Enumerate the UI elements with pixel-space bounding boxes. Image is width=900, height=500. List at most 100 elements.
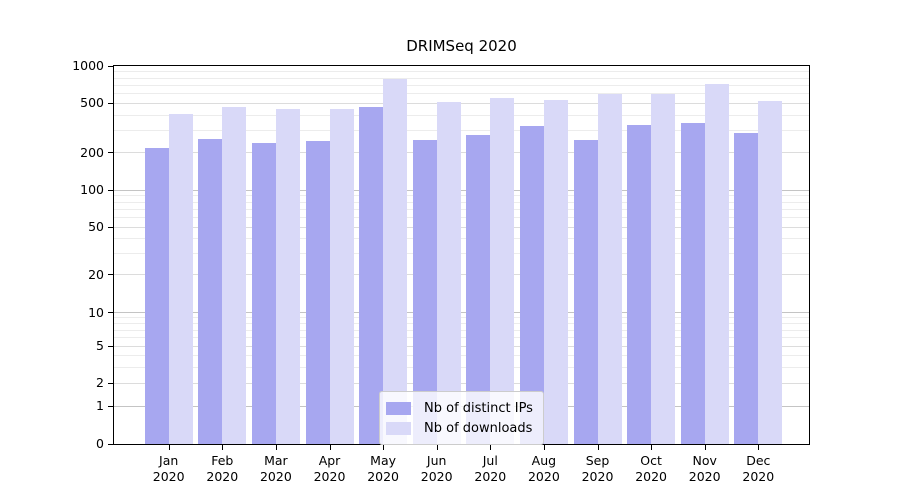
gridline-minor (114, 216, 809, 218)
x-tick-label-dec: Dec 2020 (742, 453, 775, 484)
bar-downloads-apr (329, 109, 354, 444)
gridline-minor (114, 77, 809, 79)
x-tick-label-nov: Nov 2020 (688, 453, 721, 484)
y-tick-label-5: 5 (96, 338, 104, 354)
y-tick-label-100: 100 (80, 182, 104, 198)
x-tick-sep (597, 445, 599, 450)
gridline-major (114, 226, 809, 228)
bar-distinct-ips-oct (627, 125, 652, 444)
gridline-minor (114, 329, 809, 331)
chart-title: DRIMSeq 2020 (406, 37, 517, 55)
gridline-minor (114, 323, 809, 325)
legend: Nb of distinct IPs Nb of downloads (379, 391, 544, 445)
bar-downloads-mar (275, 109, 300, 444)
bar-distinct-ips-may (359, 107, 384, 444)
y-tick-label-2: 2 (96, 375, 104, 391)
bar-distinct-ips-dec (734, 132, 759, 444)
y-tick-label-10: 10 (88, 304, 104, 320)
x-tick-apr (329, 445, 331, 450)
legend-label-downloads: Nb of downloads (424, 420, 533, 436)
bar-downloads-oct (651, 94, 676, 444)
y-tick-0 (108, 443, 113, 445)
x-tick-jul (490, 445, 492, 450)
y-tick-label-20: 20 (88, 266, 104, 282)
x-tick-label-aug: Aug 2020 (527, 453, 560, 484)
x-tick-feb (222, 445, 224, 450)
legend-item-downloads: Nb of downloads (386, 418, 533, 438)
x-tick-label-may: May 2020 (367, 453, 399, 484)
bar-distinct-ips-aug (519, 125, 544, 444)
y-tick-1000 (108, 65, 113, 67)
legend-item-distinct-ips: Nb of distinct IPs (386, 398, 533, 418)
gridline-minor (114, 366, 809, 368)
x-tick-jan (168, 445, 170, 450)
legend-label-distinct-ips: Nb of distinct IPs (424, 400, 533, 416)
y-tick-1 (108, 405, 113, 407)
y-tick-label-50: 50 (88, 219, 104, 235)
y-tick-label-1: 1 (96, 398, 104, 414)
bar-downloads-jan (168, 113, 193, 444)
gridline-minor (114, 253, 809, 255)
gridline-minor (114, 317, 809, 319)
gridline-major (114, 152, 809, 154)
plot-area (113, 65, 810, 445)
y-tick-500 (108, 102, 113, 104)
bar-downloads-may (383, 79, 408, 444)
y-tick-label-200: 200 (80, 144, 104, 160)
y-tick-50 (108, 226, 113, 228)
gridline-major (114, 189, 809, 191)
gridline-minor (114, 354, 809, 356)
y-tick-label-500: 500 (80, 95, 104, 111)
bar-distinct-ips-feb (198, 139, 223, 444)
y-tick-10 (108, 312, 113, 314)
gridline-minor (114, 93, 809, 95)
gridline-minor (114, 130, 809, 132)
bar-distinct-ips-mar (251, 143, 276, 444)
bar-distinct-ips-sep (573, 140, 598, 444)
x-tick-label-jul: Jul 2020 (474, 453, 507, 484)
bar-downloads-dec (758, 101, 783, 444)
bar-distinct-ips-jan (144, 147, 169, 444)
gridline-major (114, 102, 809, 104)
y-tick-100 (108, 189, 113, 191)
y-tick-2 (108, 382, 113, 384)
x-tick-label-jun: Jun 2020 (420, 453, 453, 484)
y-tick-20 (108, 274, 113, 276)
bar-distinct-ips-apr (305, 140, 330, 444)
bar-distinct-ips-nov (680, 122, 705, 444)
gridline-minor (114, 195, 809, 197)
bar-downloads-jun (436, 101, 461, 444)
x-tick-oct (651, 445, 653, 450)
legend-swatch-downloads (386, 421, 411, 435)
x-tick-may (383, 445, 385, 450)
x-tick-aug (543, 445, 545, 450)
gridline-minor (114, 337, 809, 339)
x-tick-label-jan: Jan 2020 (152, 453, 185, 484)
y-tick-5 (108, 345, 113, 347)
bar-downloads-nov (704, 84, 729, 444)
gridline-major (114, 312, 809, 314)
gridline-major (114, 382, 809, 384)
bar-downloads-jul (490, 98, 515, 444)
gridline-major (114, 345, 809, 347)
gridline-minor (114, 201, 809, 203)
x-tick-nov (704, 445, 706, 450)
y-tick-200 (108, 152, 113, 154)
x-tick-dec (758, 445, 760, 450)
y-tick-label-0: 0 (96, 436, 104, 451)
x-tick-jun (436, 445, 438, 450)
gridline-minor (114, 71, 809, 73)
gridline-minor (114, 84, 809, 86)
bar-downloads-feb (222, 107, 247, 444)
x-tick-label-mar: Mar 2020 (259, 453, 292, 484)
bar-downloads-sep (597, 93, 622, 444)
x-tick-label-sep: Sep 2020 (581, 453, 614, 484)
x-tick-label-oct: Oct 2020 (635, 453, 667, 484)
x-tick-label-apr: Apr 2020 (313, 453, 346, 484)
gridline-major (114, 274, 809, 276)
gridline-minor (114, 208, 809, 210)
x-tick-mar (275, 445, 277, 450)
gridline-minor (114, 238, 809, 240)
gridline-minor (114, 114, 809, 116)
